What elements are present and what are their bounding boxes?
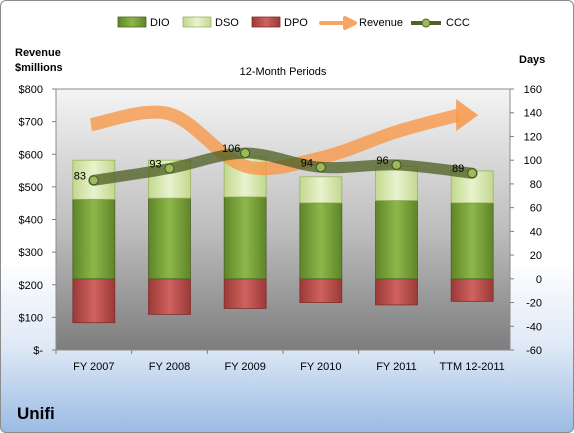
ccc-line: [88, 147, 478, 186]
ccc-data-label: 94: [301, 157, 313, 169]
legend-marker-ccc: [421, 18, 431, 28]
ccc-data-label: 89: [452, 163, 464, 175]
right-tick-label: 140: [524, 108, 542, 120]
right-axis-title: Days: [519, 54, 545, 66]
right-tick-label: 160: [524, 84, 542, 96]
right-tick-label: -60: [526, 345, 542, 357]
right-tick-label: -40: [526, 321, 542, 333]
ccc-marker: [240, 148, 251, 159]
plot-area: [55, 88, 511, 351]
legend-label-dio: DIO: [150, 17, 170, 29]
right-tick-label: -20: [526, 298, 542, 310]
x-tick-label: FY 2010: [300, 361, 341, 373]
right-tick-label: 20: [530, 250, 542, 262]
left-tick-label: $300: [19, 247, 43, 259]
bar-dpo: [223, 278, 267, 309]
ccc-data-label: 96: [376, 155, 388, 167]
right-tick-label: 60: [530, 203, 542, 215]
company-name: Unifi: [17, 404, 55, 423]
left-tick-label: $500: [19, 182, 43, 194]
x-tick-label: TTM 12-2011: [440, 361, 505, 373]
bar-dpo: [375, 278, 418, 306]
left-axis-title: Revenue: [15, 47, 61, 59]
chart-title: 12-Month Periods: [240, 66, 327, 78]
bar-dpo: [148, 278, 191, 315]
x-tick-label: FY 2009: [224, 361, 265, 373]
legend-label-revenue: Revenue: [359, 17, 403, 29]
ccc-marker: [315, 162, 326, 173]
bar-dpo: [299, 278, 343, 303]
ccc-data-label: 106: [222, 143, 240, 155]
left-axis-subtitle: $millions: [15, 62, 63, 74]
bar-dio: [375, 200, 418, 280]
left-tick-label: $200: [19, 280, 43, 292]
right-tick-label: 80: [530, 179, 542, 191]
ccc-data-label: 83: [74, 170, 86, 182]
right-tick-label: 100: [524, 155, 542, 167]
x-tick-label: FY 2008: [149, 361, 190, 373]
x-tick-label: FY 2011: [376, 361, 417, 373]
legend-label-dpo: DPO: [284, 17, 308, 29]
revenue-arrowhead: [456, 99, 479, 132]
left-tick-label: $400: [19, 215, 43, 227]
revenue-trend-line: [89, 105, 460, 176]
ccc-marker: [88, 175, 99, 186]
legend-label-ccc: CCC: [446, 17, 470, 29]
bar-dso: [299, 176, 343, 204]
legend-swatch-revenue: [319, 16, 357, 30]
legend-label-dso: DSO: [215, 17, 239, 29]
bar-dio: [72, 198, 116, 280]
legend-swatch-dso: [182, 16, 212, 28]
left-tick-label: $800: [19, 84, 43, 96]
bar-dpo: [450, 278, 494, 302]
bar-dio: [450, 202, 494, 280]
left-tick-label: $-: [33, 345, 43, 357]
x-tick-label: FY 2007: [73, 361, 114, 373]
ccc-marker: [391, 159, 402, 170]
ccc-marker: [164, 163, 175, 174]
ccc-data-label: 93: [149, 158, 161, 170]
bar-dio: [223, 196, 267, 280]
bar-dpo: [72, 278, 116, 324]
bar-dio: [299, 202, 343, 280]
left-tick-label: $700: [19, 117, 43, 129]
right-tick-label: 40: [530, 226, 542, 238]
legend-swatch-dio: [117, 16, 147, 28]
left-tick-label: $100: [19, 312, 43, 324]
bar-dio: [148, 197, 191, 280]
ccc-marker: [467, 168, 478, 179]
legend-swatch-dpo: [251, 16, 281, 28]
right-tick-label: 0: [536, 274, 542, 286]
left-tick-label: $600: [19, 149, 43, 161]
right-tick-label: 120: [524, 131, 542, 143]
